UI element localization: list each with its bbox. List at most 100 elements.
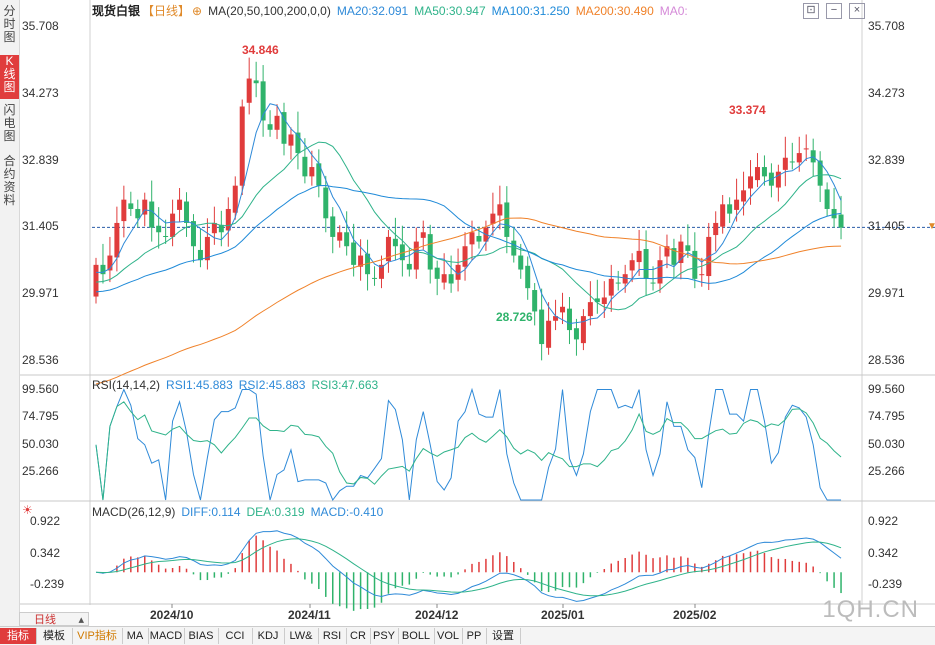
candle-body bbox=[378, 264, 384, 279]
tab-contract-info[interactable]: 合约资料 bbox=[3, 154, 16, 207]
close-icon[interactable]: × bbox=[849, 3, 865, 19]
candle-body bbox=[560, 306, 566, 313]
rsi-title[interactable]: RSI(14,14,2) bbox=[92, 378, 161, 392]
ma200-value: MA200:30.490 bbox=[575, 4, 654, 18]
indicator-tab-模板[interactable]: 模板 bbox=[36, 628, 73, 644]
restore-icon[interactable]: ⊡ bbox=[803, 3, 819, 19]
watermark: 1QH.CN bbox=[822, 596, 919, 623]
candle-body bbox=[539, 309, 545, 345]
candle-body bbox=[580, 316, 586, 344]
candle-body bbox=[831, 208, 837, 219]
indicator-tab-boll[interactable]: BOLL bbox=[398, 628, 435, 644]
settings-icon[interactable]: ⊕ bbox=[192, 4, 203, 18]
indicator-tab-psy[interactable]: PSY bbox=[370, 628, 399, 644]
candle-body bbox=[643, 249, 649, 279]
date-axis-label: 2024/10 bbox=[150, 608, 194, 622]
candle-body bbox=[734, 199, 740, 210]
candle-body bbox=[372, 277, 378, 279]
candle-body bbox=[232, 185, 238, 213]
candle-body bbox=[337, 232, 343, 241]
date-axis-label: 2025/01 bbox=[541, 608, 585, 622]
main-legend: 现货白银 【日线】 ⊕ MA(20,50,100,200,0,0) MA20:32.09… bbox=[92, 4, 694, 18]
indicator-tab-vip指标[interactable]: VIP指标 bbox=[72, 628, 123, 644]
macd-settings-icon[interactable]: ☀ bbox=[22, 503, 33, 517]
macd-tick-label: -0.239 bbox=[868, 577, 903, 592]
macd-tick-label: 0.922 bbox=[30, 514, 61, 528]
indicator-tab-bias[interactable]: BIAS bbox=[184, 628, 219, 644]
candle-body bbox=[170, 213, 176, 237]
candle-body bbox=[796, 153, 802, 163]
dropdown-arrow-icon: ▴ bbox=[78, 614, 84, 626]
candle-body bbox=[121, 199, 127, 222]
candle-body bbox=[302, 156, 308, 177]
macd-title[interactable]: MACD(26,12,9) bbox=[92, 505, 176, 519]
sidebar: 分时图 K线图 闪电图 合约资料 bbox=[0, 0, 20, 626]
rsi-tick-label: 99.560 bbox=[22, 382, 59, 396]
candle-body bbox=[622, 274, 628, 284]
candle-body bbox=[274, 115, 280, 130]
rsi-tick-label: 99.560 bbox=[868, 382, 905, 396]
indicator-tab-cr[interactable]: CR bbox=[346, 628, 371, 644]
candle-body bbox=[455, 264, 461, 280]
candle-body bbox=[385, 236, 391, 262]
indicator-tab-设置[interactable]: 设置 bbox=[486, 628, 521, 644]
candle-body bbox=[107, 255, 113, 271]
candle-body bbox=[462, 246, 468, 267]
candle-body bbox=[650, 282, 656, 284]
candle-body bbox=[587, 302, 593, 317]
candle-body bbox=[775, 171, 781, 188]
indicator-tab-pp[interactable]: PP bbox=[462, 628, 487, 644]
rsi2-value: RSI2:45.883 bbox=[238, 378, 306, 392]
candle-body bbox=[93, 264, 99, 297]
dea-value: DEA:0.319 bbox=[246, 505, 305, 519]
chart-canvas[interactable] bbox=[0, 0, 935, 626]
candle-body bbox=[149, 201, 155, 228]
price-tick-label: 35.708 bbox=[868, 18, 905, 33]
minimize-icon[interactable]: − bbox=[826, 3, 842, 19]
candle-body bbox=[309, 167, 315, 177]
candle-body bbox=[497, 204, 503, 216]
candle-body bbox=[761, 167, 767, 177]
indicator-tab-cci[interactable]: CCI bbox=[218, 628, 253, 644]
candle-body bbox=[358, 255, 364, 267]
candle-body bbox=[608, 278, 614, 296]
candle-body bbox=[546, 320, 552, 348]
ma0-value: MA0: bbox=[659, 4, 688, 18]
rsi-tick-label: 50.030 bbox=[868, 436, 905, 451]
tab-flash-chart[interactable]: 闪电图 bbox=[3, 103, 16, 143]
rsi1-line bbox=[95, 387, 842, 502]
candle-body bbox=[664, 246, 670, 257]
rsi1-value: RSI1:45.883 bbox=[166, 378, 233, 392]
candlestick-series bbox=[93, 57, 844, 361]
indicator-tab-rsi[interactable]: RSI bbox=[318, 628, 347, 644]
rsi-legend: RSI(14,14,2) RSI1:45.883 RSI2:45.883 RSI3:4… bbox=[92, 378, 384, 392]
candle-body bbox=[225, 208, 231, 231]
candle-body bbox=[789, 161, 795, 163]
candle-body bbox=[420, 232, 426, 238]
candle-body bbox=[685, 245, 691, 251]
tab-kline[interactable]: K线图 bbox=[0, 55, 19, 99]
high-left-annotation: 34.846 bbox=[242, 43, 279, 57]
indicator-tab-lw&[interactable]: LW& bbox=[284, 628, 319, 644]
macd-histogram bbox=[102, 535, 842, 611]
indicator-tab-kdj[interactable]: KDJ bbox=[252, 628, 285, 644]
candle-body bbox=[754, 167, 760, 181]
high-right-annotation: 33.374 bbox=[729, 103, 766, 117]
candle-body bbox=[288, 134, 294, 146]
candle-body bbox=[615, 282, 621, 284]
date-axis-label: 2024/11 bbox=[288, 608, 331, 622]
dea-line bbox=[95, 538, 842, 597]
current-price-marker-icon: ▼ bbox=[927, 221, 935, 233]
indicator-tab-指标[interactable]: 指标 bbox=[0, 628, 37, 644]
indicator-tab-macd[interactable]: MACD bbox=[148, 628, 185, 644]
candle-body bbox=[163, 235, 169, 237]
candle-body bbox=[344, 232, 350, 247]
period-selector[interactable]: 日线 ▴ bbox=[19, 612, 89, 626]
indicator-tab-vol[interactable]: VOL bbox=[434, 628, 463, 644]
candle-body bbox=[601, 297, 607, 304]
tab-timeshare[interactable]: 分时图 bbox=[3, 4, 16, 44]
candle-body bbox=[553, 316, 559, 321]
ma-indicator-label[interactable]: MA(20,50,100,200,0,0) bbox=[208, 4, 331, 18]
rsi-tick-label: 74.795 bbox=[868, 409, 905, 424]
indicator-tab-ma[interactable]: MA bbox=[122, 628, 149, 644]
